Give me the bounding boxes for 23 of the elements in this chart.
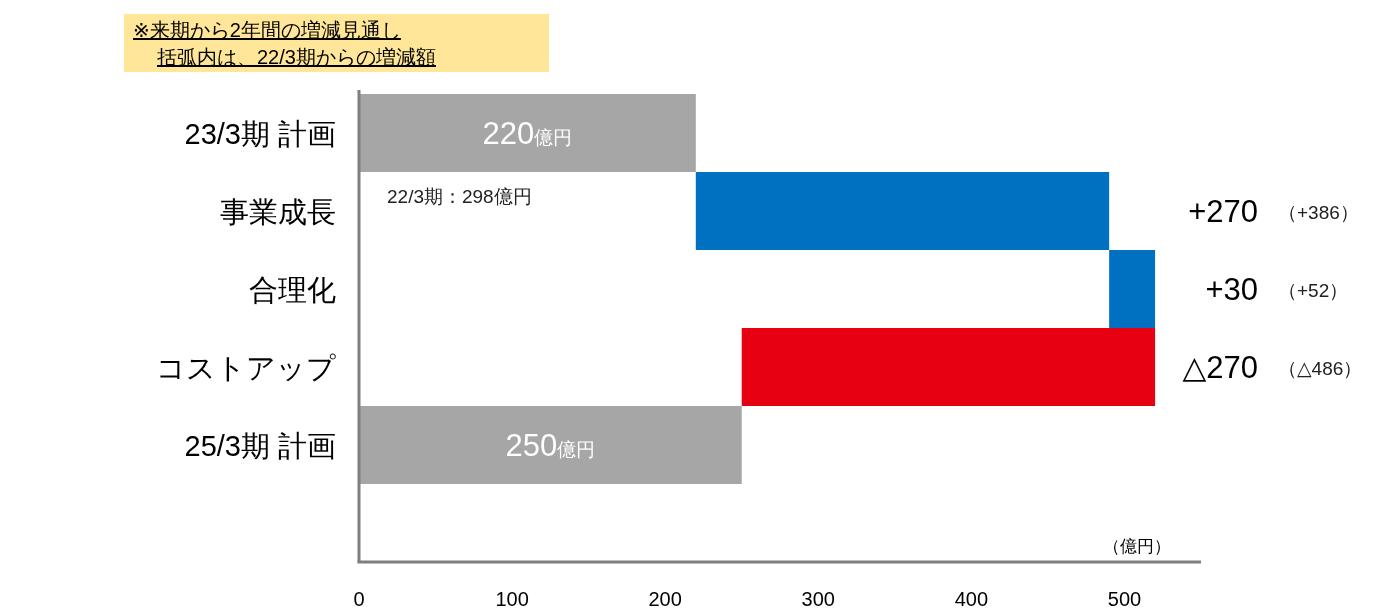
y-tick-label: 25/3期 計画 xyxy=(184,430,336,462)
x-tick-label: 500 xyxy=(1107,588,1142,610)
text: （△486） xyxy=(1278,358,1363,379)
x-tick-label: 300 xyxy=(801,588,835,610)
x-tick-label: 100 xyxy=(495,588,529,610)
x-tick-label: 0 xyxy=(353,588,365,610)
text: （+386） xyxy=(1278,202,1359,223)
text: ※来期から2年間の増減見通し xyxy=(133,19,401,41)
x-axis-title: （億円） xyxy=(1103,537,1171,556)
y-tick-label: 事業成長 xyxy=(220,196,336,228)
data-label: 250億円 xyxy=(505,428,596,463)
y-tick-label: 23/3期 計画 xyxy=(184,118,336,150)
x-tick-label: 400 xyxy=(954,588,989,610)
text: 括弧内は、22/3期からの増減額 xyxy=(157,46,436,68)
annotation: 22/3期：298億円 xyxy=(387,186,532,207)
data-label: 220億円 xyxy=(482,116,573,151)
data-label: △270 xyxy=(1182,350,1258,385)
text: （+52） xyxy=(1278,280,1349,301)
data-label: +30 xyxy=(1205,272,1258,307)
y-tick-label: 合理化 xyxy=(249,274,336,306)
data-label: +270 xyxy=(1188,194,1258,229)
y-tick-label: コストアップ xyxy=(156,352,336,384)
x-tick-label: 200 xyxy=(648,588,682,610)
